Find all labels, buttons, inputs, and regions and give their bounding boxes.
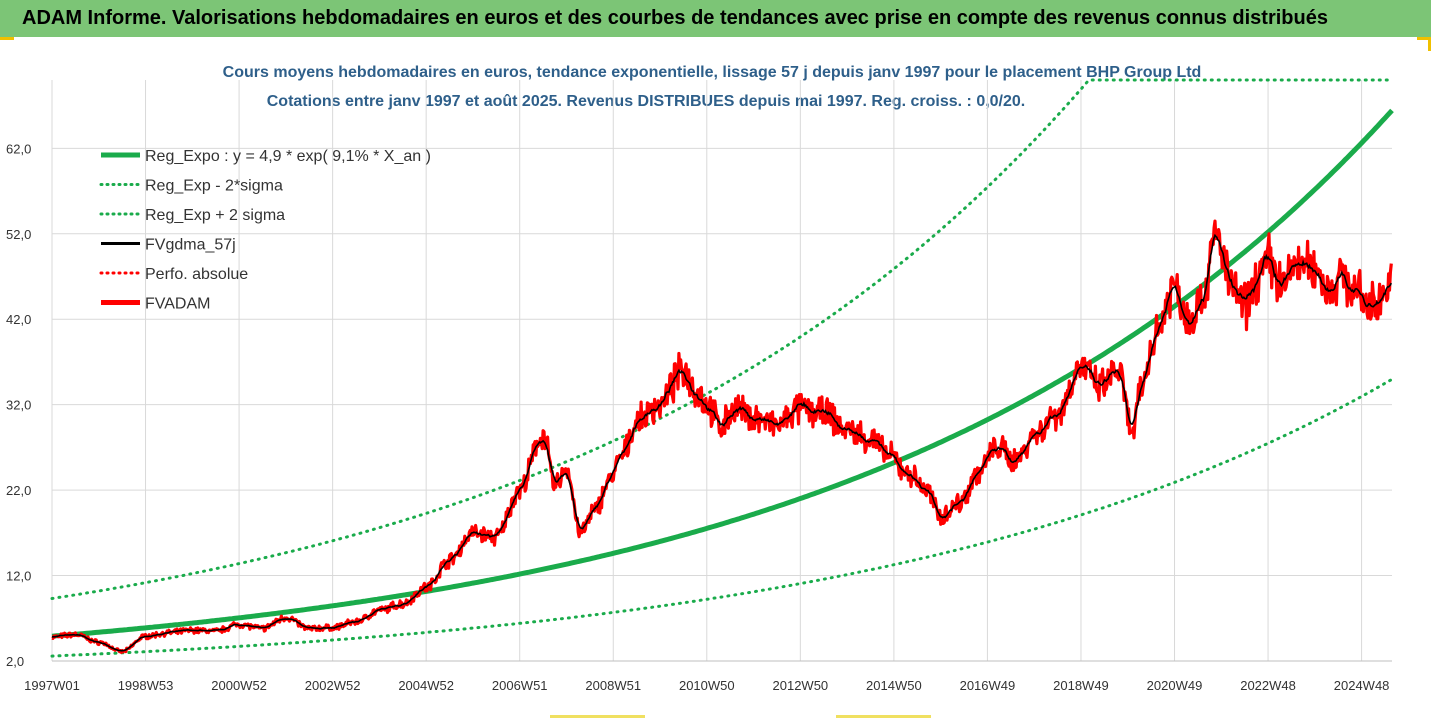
- x-axis: 1997W01 1998W53 2000W52 2002W52 2004W52 2006W…: [24, 678, 1389, 693]
- x-tick-label: 2000W52: [211, 678, 267, 693]
- x-tick-label: 2004W52: [398, 678, 454, 693]
- chart-title: Cours moyens hebdomadaires en euros, ten…: [223, 64, 1202, 81]
- x-tick-label: 1998W53: [118, 678, 174, 693]
- legend-label: FVADAM: [145, 296, 210, 313]
- fvgdma-line: [51, 233, 1393, 652]
- x-tick-label: 2008W51: [585, 678, 641, 693]
- x-tick-label: 2020W49: [1147, 678, 1203, 693]
- y-tick-label: 2,0: [6, 654, 24, 669]
- x-tick-label: 1997W01: [24, 678, 80, 693]
- chart: Cours moyens hebdomadaires en euros, ten…: [0, 37, 1431, 718]
- upper-band-line: [50, 78, 1394, 600]
- corner-marker-right-v: [1428, 37, 1431, 51]
- gridlines: [51, 80, 1392, 662]
- series-group: [50, 78, 1394, 658]
- x-tick-label: 2006W51: [492, 678, 548, 693]
- legend: Reg_Expo : y = 4,9 * exp( 9,1% * X_an ) R…: [99, 148, 431, 313]
- legend-label: Reg_Expo : y = 4,9 * exp( 9,1% * X_an ): [145, 148, 431, 165]
- corner-marker-right: [1417, 37, 1431, 40]
- legend-label: Reg_Exp - 2*sigma: [145, 178, 283, 195]
- legend-label: Perfo. absolue: [145, 266, 248, 283]
- bottom-marker-1: [550, 715, 645, 718]
- bottom-marker-2: [836, 715, 931, 718]
- y-tick-label: 22,0: [6, 483, 31, 498]
- lower-band-line: [50, 377, 1394, 658]
- corner-marker-left: [0, 37, 14, 40]
- x-tick-label: 2022W48: [1240, 678, 1296, 693]
- y-tick-label: 42,0: [6, 312, 31, 327]
- y-tick-label: 52,0: [6, 227, 31, 242]
- x-tick-label: 2012W50: [773, 678, 829, 693]
- x-tick-label: 2018W49: [1053, 678, 1109, 693]
- x-tick-label: 2010W50: [679, 678, 735, 693]
- x-tick-label: 2014W50: [866, 678, 922, 693]
- x-tick-label: 2002W52: [305, 678, 361, 693]
- legend-label: FVgdma_57j: [145, 237, 236, 254]
- y-tick-label: 62,0: [6, 141, 31, 156]
- y-tick-label: 32,0: [6, 398, 31, 413]
- chart-subtitle: Cotations entre janv 1997 et août 2025. …: [267, 93, 1026, 110]
- fvadam-line: [51, 219, 1393, 654]
- y-tick-label: 12,0: [6, 569, 31, 584]
- x-tick-label: 2024W48: [1334, 678, 1390, 693]
- legend-label: Reg_Exp + 2 sigma: [145, 207, 285, 224]
- x-tick-label: 2016W49: [960, 678, 1016, 693]
- y-axis: 2,0 12,0 22,0 32,0 42,0 52,0 62,0: [6, 141, 31, 669]
- report-banner-title: ADAM Informe. Valorisations hebdomadaire…: [0, 0, 1431, 37]
